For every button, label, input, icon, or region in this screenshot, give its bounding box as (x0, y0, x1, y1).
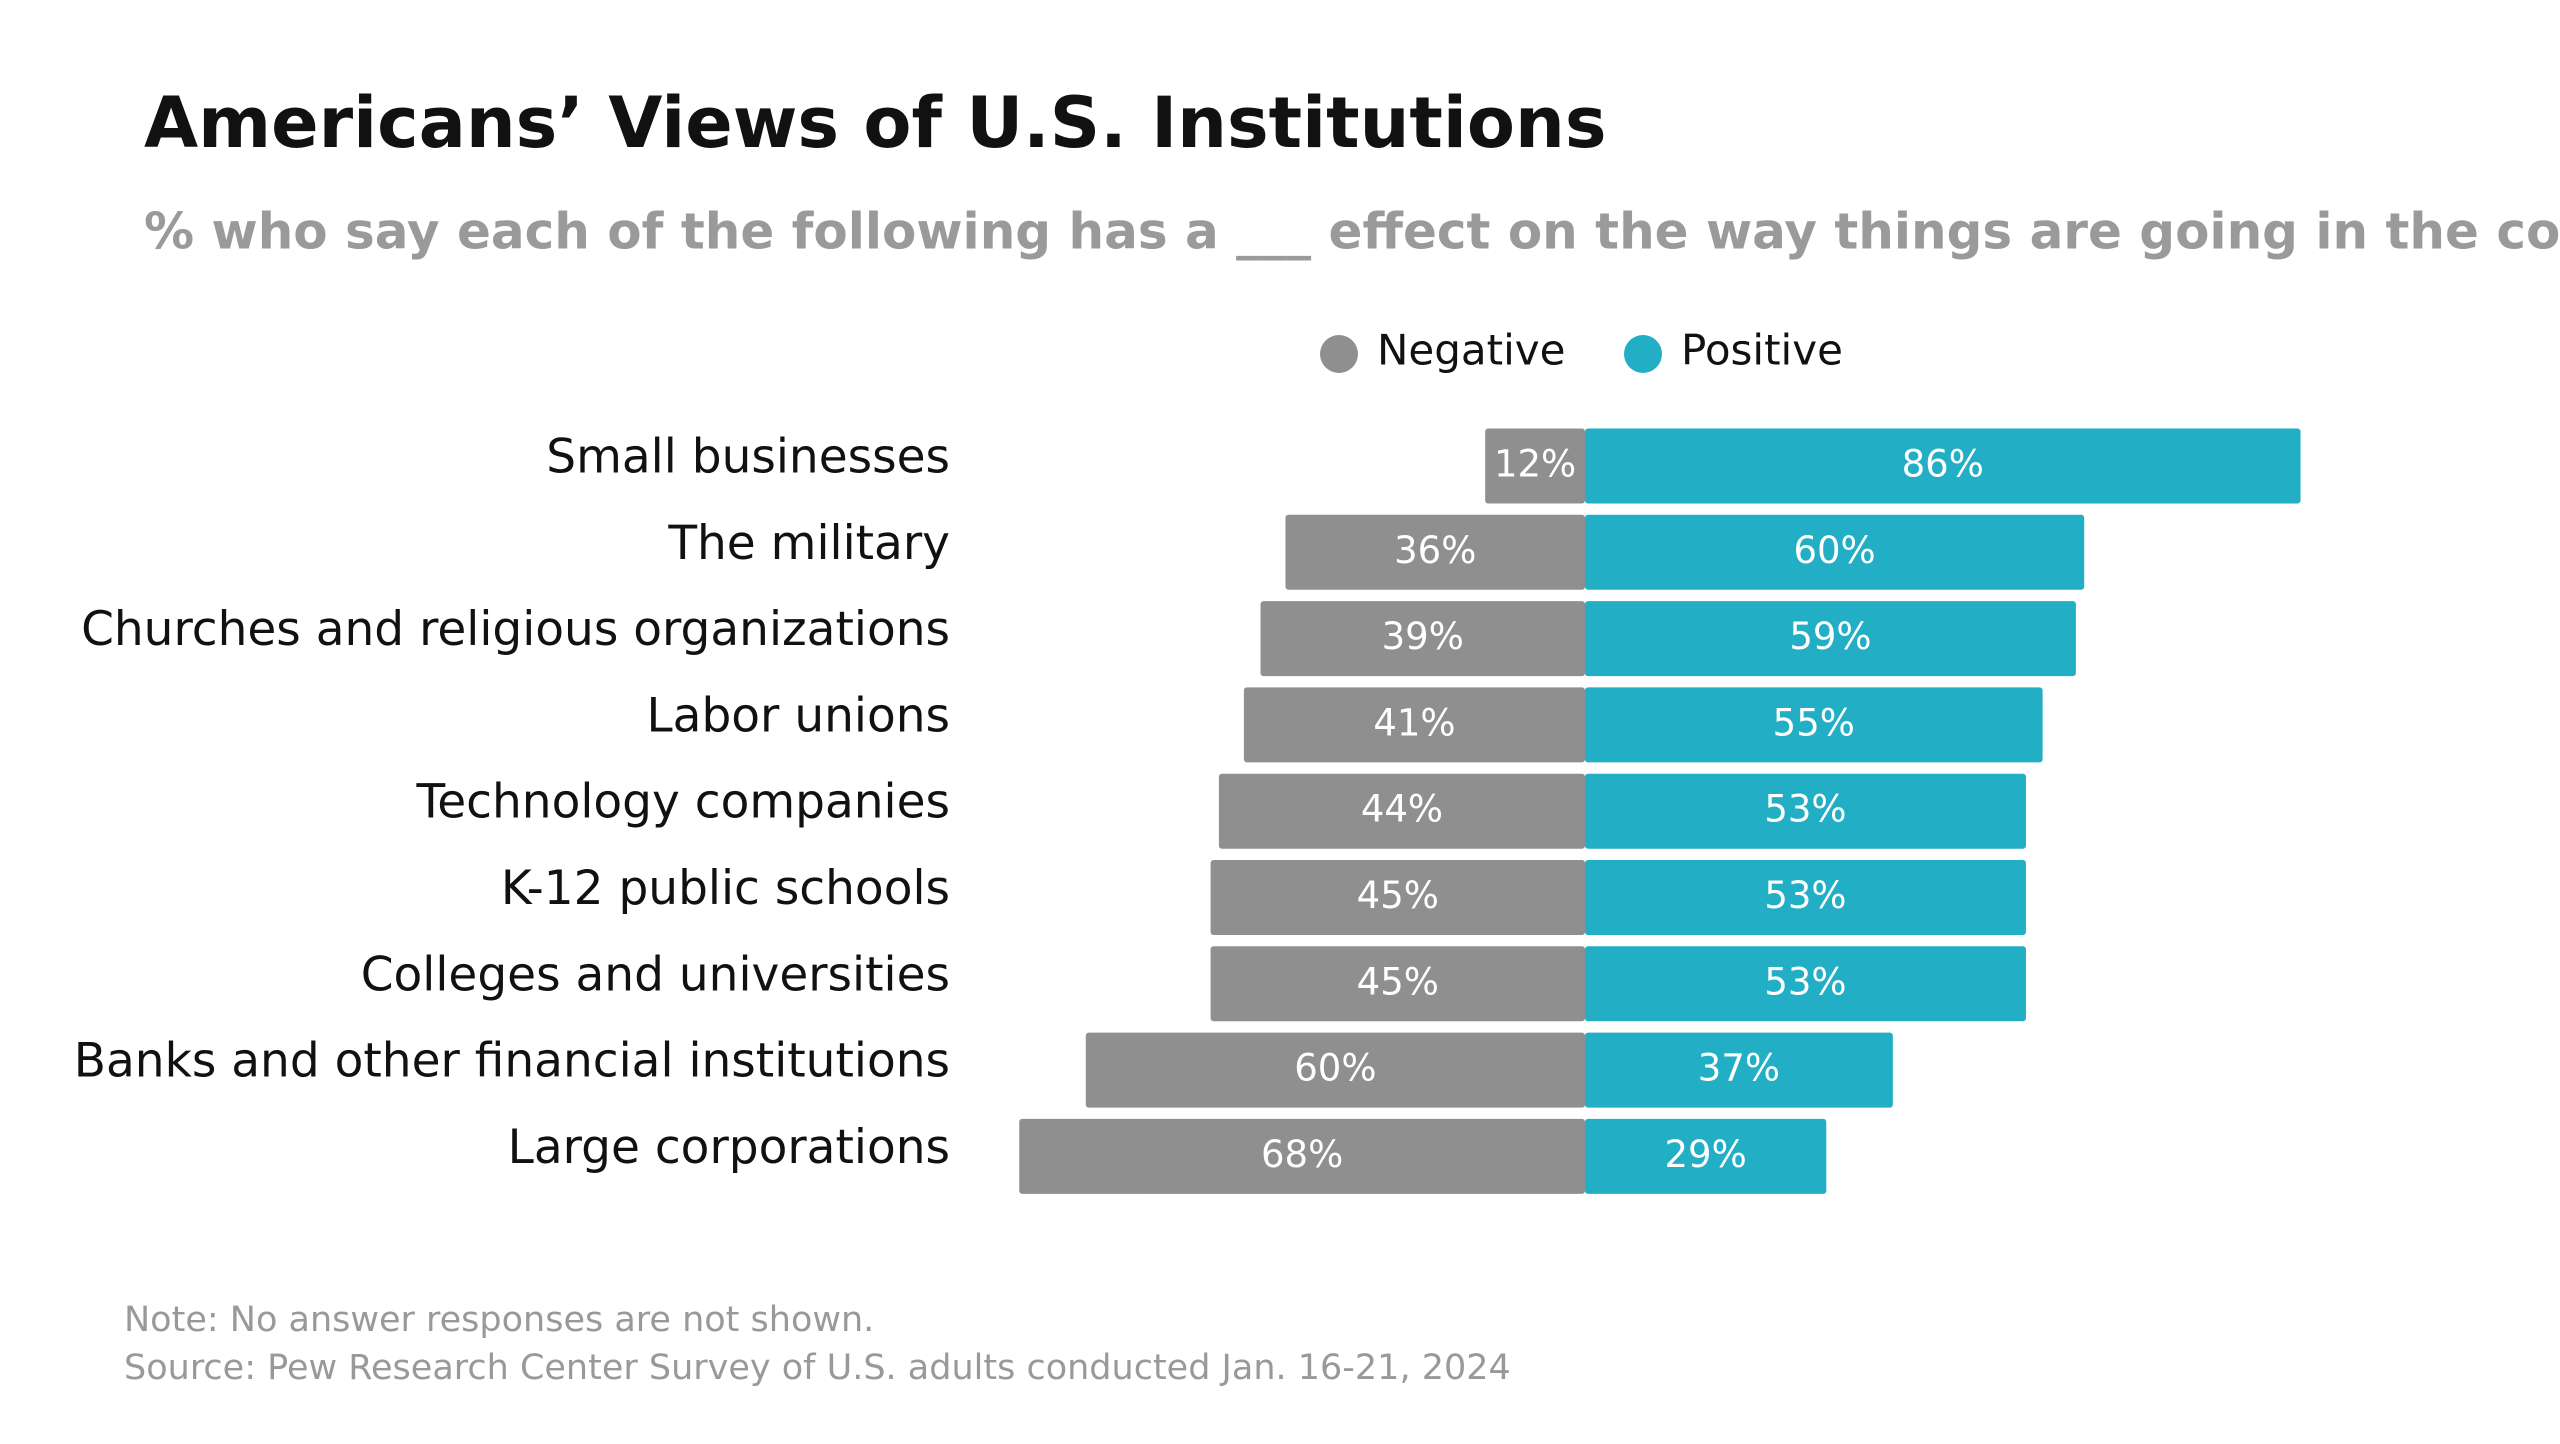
data-label: 59% (1789, 615, 1871, 658)
data-label: 12% (1494, 443, 1576, 486)
data-label: 41% (1373, 701, 1455, 744)
bar (1210, 860, 1585, 935)
category-label: Technology companies (416, 775, 950, 830)
category-label: Banks and other financial institutions (74, 1034, 950, 1089)
data-label: 68% (1261, 1133, 1343, 1176)
legend-marker (1624, 335, 1662, 373)
bar (1218, 773, 1585, 849)
chart-subtitle: % who say each of the following has a __… (144, 203, 2560, 261)
data-label: 86% (1902, 443, 1984, 486)
chart-title: Americans’ Views of U.S. Institutions (144, 82, 1606, 164)
data-label: 37% (1698, 1047, 1780, 1090)
data-label: 29% (1665, 1133, 1747, 1176)
bar (1285, 514, 1585, 590)
bar (1019, 1118, 1585, 1194)
data-label: 44% (1361, 788, 1443, 831)
data-label: 60% (1294, 1047, 1376, 1090)
bar (1260, 601, 1585, 677)
data-label: 45% (1357, 960, 1439, 1003)
data-label: 53% (1764, 788, 1846, 831)
bar (1585, 687, 2043, 763)
note: Note: No answer responses are not shown. (124, 1300, 874, 1340)
legend-label: Positive (1681, 326, 1843, 375)
category-label: Small businesses (546, 430, 950, 485)
bar (1210, 946, 1585, 1022)
bar (1085, 1032, 1585, 1108)
data-label: 53% (1764, 960, 1846, 1003)
bar (1243, 687, 1585, 763)
bar (1485, 428, 1585, 504)
bar (1585, 860, 2026, 935)
category-label: Colleges and universities (361, 947, 950, 1002)
bar (1585, 946, 2026, 1022)
legend-marker (1320, 335, 1358, 373)
bar (1585, 1118, 1827, 1194)
category-label: Labor unions (646, 688, 950, 743)
bar (1585, 601, 2076, 677)
category-label: Large corporations (508, 1120, 950, 1175)
bar (1585, 428, 2301, 504)
data-label: 53% (1764, 874, 1846, 917)
category-label: Churches and religious organizations (81, 602, 950, 657)
data-label: 36% (1394, 529, 1476, 572)
bar (1585, 514, 2085, 590)
data-label: 55% (1773, 701, 1855, 744)
source: Source: Pew Research Center Survey of U.… (124, 1348, 1511, 1388)
legend-label: Negative (1377, 326, 1566, 375)
data-label: 60% (1793, 529, 1875, 572)
category-label: K-12 public schools (501, 861, 950, 916)
data-label: 45% (1357, 874, 1439, 917)
bar (1585, 1032, 1893, 1108)
category-label: The military (667, 516, 950, 571)
bar (1585, 773, 2026, 849)
data-label: 39% (1382, 615, 1464, 658)
